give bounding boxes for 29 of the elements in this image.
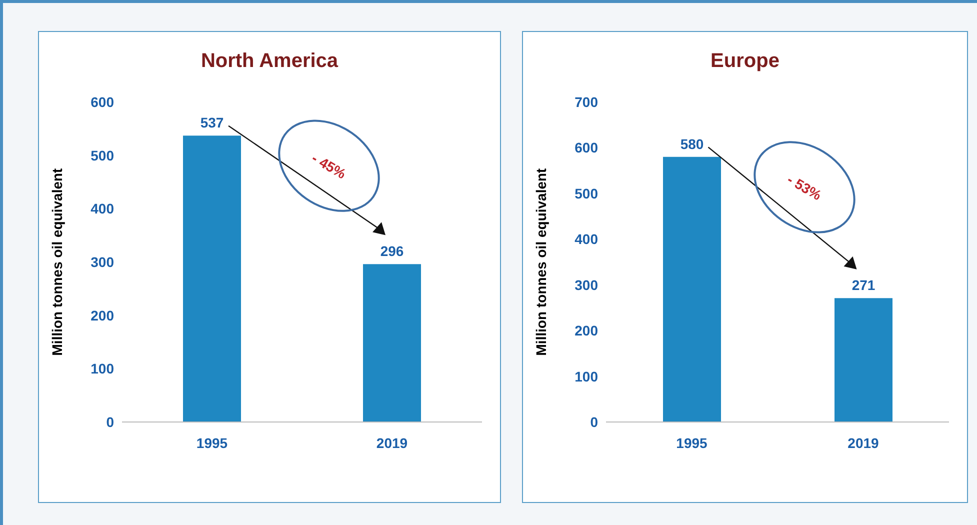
y-tick-label: 100 [574, 368, 598, 384]
x-tick-label: 2019 [376, 434, 408, 451]
y-tick-label: 400 [574, 231, 598, 248]
x-tick-label: 1995 [676, 434, 708, 451]
annotation: - 53% [784, 171, 825, 204]
y-tick-label: 500 [90, 147, 114, 164]
y-tick-label: 400 [90, 200, 114, 217]
x-tick-label: 2019 [848, 434, 880, 451]
y-tick-label: 600 [90, 94, 114, 110]
y-tick-label: 600 [574, 140, 598, 156]
x-tick-label: 1995 [196, 434, 228, 451]
data-label: 271 [852, 277, 876, 294]
y-tick-label: 300 [90, 254, 114, 270]
y-tick-label: 100 [90, 360, 114, 377]
y-axis-title: Million tonnes oil equivalent [48, 168, 65, 356]
data-label: 296 [380, 243, 404, 260]
y-axis-title: Million tonnes oil equivalent [532, 168, 549, 356]
data-label: 580 [680, 136, 704, 152]
y-tick-label: 200 [574, 322, 598, 339]
y-tick-label: 300 [574, 276, 598, 293]
chart-title: Europe [710, 50, 780, 73]
y-tick-label: 0 [106, 414, 114, 430]
y-tick-label: 500 [574, 185, 598, 202]
y-tick-label: 0 [590, 414, 598, 430]
y-tick-label: 200 [90, 307, 114, 324]
y-tick-label: 700 [574, 94, 598, 110]
annotation: - 45% [309, 150, 350, 182]
data-label: 537 [200, 114, 224, 131]
chart-title: North America [200, 50, 340, 73]
